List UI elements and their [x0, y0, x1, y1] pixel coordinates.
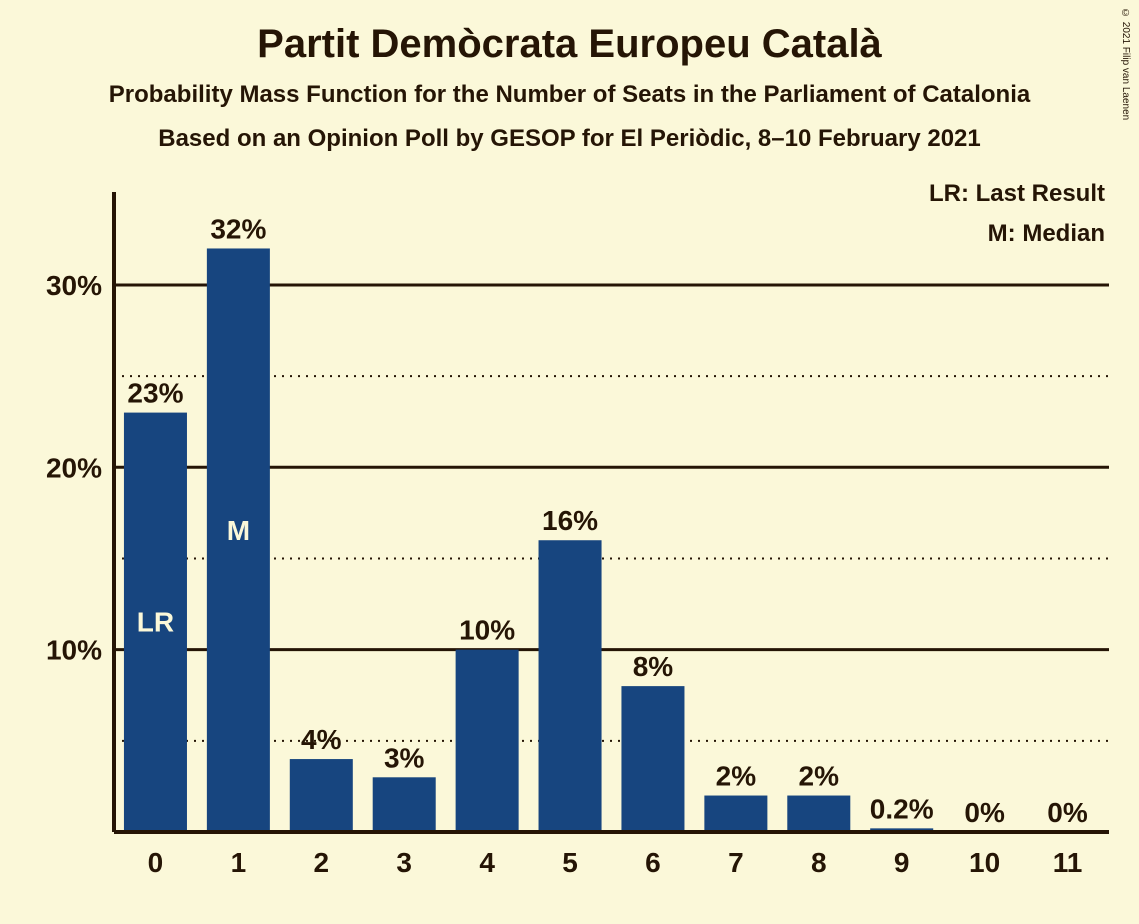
x-tick-label: 0	[148, 847, 164, 878]
bar-value-label: 0%	[1047, 797, 1088, 828]
x-tick-label: 5	[562, 847, 578, 878]
x-tick-label: 7	[728, 847, 744, 878]
bar-value-label: 3%	[384, 742, 425, 773]
x-tick-label: 10	[969, 847, 1000, 878]
x-tick-label: 11	[1053, 847, 1083, 878]
x-tick-label: 2	[314, 847, 330, 878]
bar-value-label: 2%	[716, 761, 757, 792]
x-tick-label: 3	[396, 847, 412, 878]
chart-subtitle-1: Probability Mass Function for the Number…	[0, 81, 1139, 109]
x-tick-label: 1	[231, 847, 247, 878]
y-tick-label: 30%	[46, 270, 102, 301]
bar-value-label: 16%	[542, 505, 598, 536]
y-tick-label: 10%	[46, 635, 102, 666]
bar-annotation: M	[227, 515, 250, 546]
bar	[290, 759, 353, 832]
bar-value-label: 2%	[799, 761, 840, 792]
bar-chart: 10%20%30%23%032%14%23%310%416%58%62%72%8…	[24, 192, 1119, 892]
bar-value-label: 8%	[633, 651, 674, 682]
chart-title: Partit Demòcrata Europeu Català	[0, 0, 1139, 67]
bar-value-label: 0%	[964, 797, 1005, 828]
bar-value-label: 23%	[127, 378, 183, 409]
bar-value-label: 0.2%	[870, 793, 934, 824]
x-tick-label: 9	[894, 847, 910, 878]
bar-value-label: 32%	[210, 213, 266, 244]
bar	[539, 540, 602, 832]
bar	[456, 650, 519, 832]
bar	[621, 686, 684, 832]
bar	[787, 796, 850, 832]
x-tick-label: 8	[811, 847, 827, 878]
bar	[373, 777, 436, 832]
copyright: © 2021 Filip van Laenen	[1120, 8, 1131, 120]
bar-value-label: 4%	[301, 724, 342, 755]
bar-value-label: 10%	[459, 615, 515, 646]
chart-subtitle-2: Based on an Opinion Poll by GESOP for El…	[0, 125, 1139, 153]
bar-annotation: LR	[137, 606, 174, 637]
y-tick-label: 20%	[46, 452, 102, 483]
x-tick-label: 4	[479, 847, 495, 878]
chart-svg: 10%20%30%23%032%14%23%310%416%58%62%72%8…	[24, 192, 1119, 892]
x-tick-label: 6	[645, 847, 661, 878]
bar	[704, 796, 767, 832]
